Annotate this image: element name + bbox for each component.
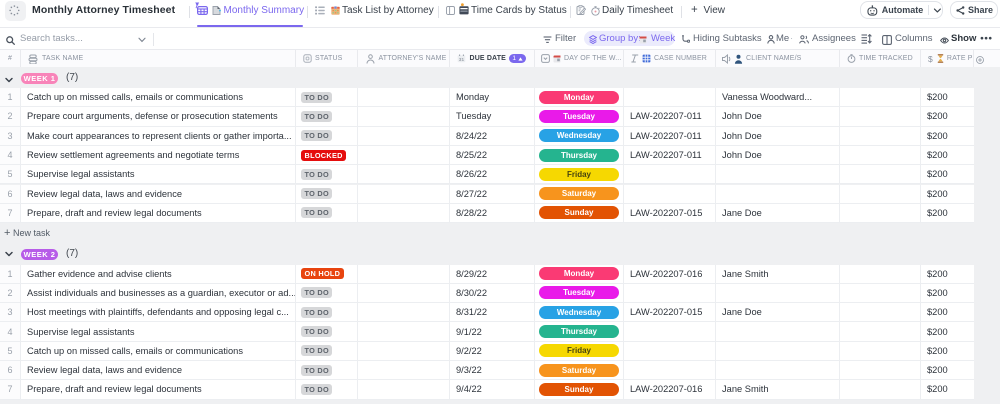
svg-text:31: 31 [459, 57, 465, 62]
